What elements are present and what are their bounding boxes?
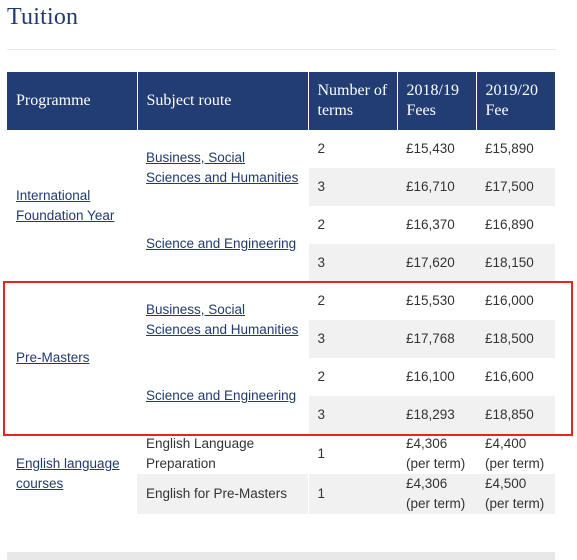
- terms-cell: 3: [307, 168, 397, 206]
- subject-route-cell: English Language Preparation: [137, 434, 308, 474]
- fee-2018-cell: £17,768: [397, 320, 476, 358]
- table-row: Science and Engineering 2 £16,100 £16,60…: [7, 358, 555, 434]
- route-link-science-engineering[interactable]: Science and Engineering: [146, 388, 297, 403]
- fee-2019-cell: £18,150: [476, 244, 555, 282]
- programme-link-pre-masters[interactable]: Pre-Masters: [16, 350, 90, 365]
- fee-2019-cell: £16,890: [476, 206, 555, 244]
- table-row: English for Pre-Masters 1 £4,306 (per te…: [7, 474, 555, 514]
- fee-2018-cell: £16,710: [397, 168, 476, 206]
- table-header-row: Programme Subject route Number of terms …: [7, 72, 555, 130]
- terms-cell: 1: [307, 434, 397, 474]
- table-row: 3 £18,293 £18,850: [7, 396, 555, 434]
- header-fees-2018-19: 2018/19 Fees: [397, 72, 477, 130]
- terms-cell: 2: [307, 130, 397, 168]
- fee-2018-cell: £4,306 (per term): [397, 434, 476, 474]
- fee-2018-cell: £16,100: [397, 358, 476, 396]
- title-divider: [7, 49, 556, 50]
- table-row: Science and Engineering 2 £16,370 £16,89…: [7, 206, 555, 282]
- header-subject-route: Subject route: [137, 72, 309, 130]
- terms-cell: 3: [307, 320, 397, 358]
- fee-2018-cell: £18,293: [397, 396, 476, 434]
- terms-cell: 2: [307, 282, 397, 320]
- terms-cell: 3: [307, 396, 397, 434]
- terms-cell: 2: [307, 358, 397, 396]
- subject-route-cell: English for Pre-Masters: [137, 474, 308, 514]
- fee-2019-cell: £4,500 (per term): [476, 474, 555, 514]
- subject-route-cell: Business, Social Sciences and Humanities: [137, 282, 308, 358]
- fee-2019-cell: £17,500: [476, 168, 555, 206]
- fee-2018-cell: £4,306 (per term): [397, 474, 476, 514]
- header-programme: Programme: [7, 72, 138, 130]
- header-number-of-terms: Number of terms: [308, 72, 398, 130]
- table-row: 3 £17,620 £18,150: [7, 244, 555, 282]
- page-title: Tuition: [7, 4, 79, 30]
- fee-2019-cell: £18,500: [476, 320, 555, 358]
- terms-cell: 1: [307, 474, 397, 514]
- subject-route-cell: Business, Social Sciences and Humanities: [137, 130, 308, 206]
- fee-2019-cell: £18,850: [476, 396, 555, 434]
- route-link-business-social-sciences-humanities[interactable]: Business, Social Sciences and Humanities: [146, 150, 299, 185]
- table-row: 3 £16,710 £17,500: [7, 168, 555, 206]
- programme-link-english-language-courses[interactable]: English language courses: [16, 456, 120, 491]
- subject-route-cell: Science and Engineering: [137, 358, 308, 434]
- route-link-science-engineering[interactable]: Science and Engineering: [146, 236, 297, 251]
- table-row: Pre-Masters Business, Social Sciences an…: [7, 282, 555, 434]
- fee-2018-cell: £15,530: [397, 282, 476, 320]
- table-row: International Foundation Year Business, …: [7, 130, 555, 282]
- terms-cell: 3: [307, 244, 397, 282]
- bottom-divider: [7, 552, 555, 560]
- fee-2019-cell: £4,400 (per term): [476, 434, 555, 474]
- tuition-fees-table: Programme Subject route Number of terms …: [7, 72, 555, 514]
- fee-2018-cell: £17,620: [397, 244, 476, 282]
- table-row: English language courses English Languag…: [7, 434, 555, 514]
- fee-2018-cell: £16,370: [397, 206, 476, 244]
- fee-2018-cell: £15,430: [397, 130, 476, 168]
- programme-link-international-foundation-year[interactable]: International Foundation Year: [16, 188, 115, 223]
- fee-2019-cell: £16,000: [476, 282, 555, 320]
- fee-2019-cell: £16,600: [476, 358, 555, 396]
- route-link-business-social-sciences-humanities[interactable]: Business, Social Sciences and Humanities: [146, 302, 299, 337]
- subject-route-cell: Science and Engineering: [137, 206, 308, 282]
- table-row: 3 £17,768 £18,500: [7, 320, 555, 358]
- programme-cell: International Foundation Year: [7, 130, 137, 282]
- programme-cell: English language courses: [7, 434, 137, 514]
- programme-cell: Pre-Masters: [7, 282, 137, 434]
- header-fee-2019-20: 2019/20 Fee: [476, 72, 555, 130]
- fee-2019-cell: £15,890: [476, 130, 555, 168]
- terms-cell: 2: [307, 206, 397, 244]
